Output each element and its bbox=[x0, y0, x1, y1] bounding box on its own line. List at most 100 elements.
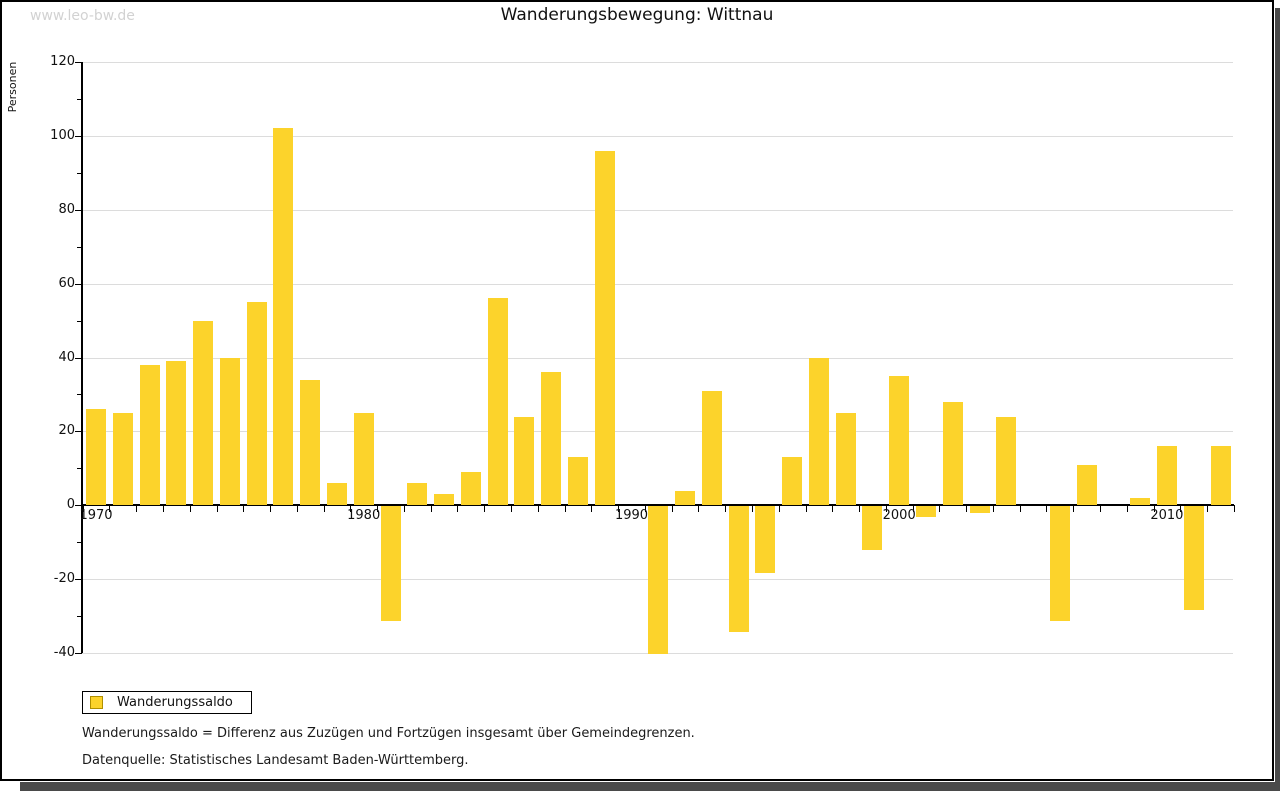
x-tick-26 bbox=[778, 505, 780, 513]
bar-2009 bbox=[1130, 497, 1151, 506]
bar-2010 bbox=[1156, 446, 1177, 506]
x-tick-7 bbox=[270, 505, 271, 513]
x-tick-42 bbox=[1207, 505, 1209, 513]
x-tick-label-1970: 1970 bbox=[79, 508, 113, 524]
drop-shadow-bottom bbox=[20, 782, 1280, 791]
y-major-tick-80 bbox=[75, 209, 82, 211]
y-minor-tick-90 bbox=[77, 172, 82, 174]
y-major-tick--20 bbox=[75, 579, 82, 581]
bar-1997 bbox=[808, 357, 829, 506]
bar-1986 bbox=[514, 416, 535, 506]
y-tick-label-100: 100 bbox=[50, 127, 75, 143]
y-minor-tick-110 bbox=[77, 98, 82, 100]
y-minor-tick--10 bbox=[77, 542, 82, 544]
y-tick-label-120: 120 bbox=[50, 53, 75, 69]
legend-swatch bbox=[90, 696, 103, 709]
y-major-tick-120 bbox=[75, 61, 82, 63]
x-tick-12 bbox=[403, 505, 405, 513]
x-tick-22 bbox=[671, 505, 673, 513]
bar-2011 bbox=[1183, 506, 1204, 610]
bar-1983 bbox=[434, 494, 454, 506]
legend-label: Wanderungssaldo bbox=[117, 695, 233, 710]
bar-1987 bbox=[541, 372, 562, 506]
bar-1980 bbox=[353, 412, 374, 506]
footnote-definition: Wanderungssaldo = Differenz aus Zuzügen … bbox=[82, 726, 695, 741]
x-tick-2 bbox=[136, 505, 138, 513]
x-tick-34 bbox=[992, 505, 994, 513]
x-tick-label-1990: 1990 bbox=[614, 508, 649, 524]
bar-2003 bbox=[969, 506, 990, 514]
gridline-100 bbox=[82, 135, 1233, 137]
bar-1991 bbox=[648, 506, 669, 654]
x-tick-10 bbox=[350, 505, 352, 513]
gridline-120 bbox=[82, 61, 1233, 63]
y-minor-tick-10 bbox=[77, 468, 82, 470]
legend-box: Wanderungssaldo bbox=[82, 691, 252, 714]
x-tick-33 bbox=[966, 505, 968, 513]
y-major-tick--40 bbox=[75, 653, 82, 655]
x-tick-11 bbox=[377, 505, 379, 513]
x-tick-36 bbox=[1046, 505, 1048, 513]
bar-2002 bbox=[942, 401, 963, 506]
bar-1975 bbox=[219, 357, 240, 506]
x-tick-0 bbox=[82, 505, 84, 513]
y-tick-label--20: -20 bbox=[53, 571, 75, 587]
bar-1988 bbox=[567, 457, 588, 506]
x-tick-38 bbox=[1100, 505, 1101, 513]
x-tick-35 bbox=[1019, 505, 1021, 513]
bar-1981 bbox=[380, 506, 401, 621]
bar-1985 bbox=[487, 298, 508, 506]
x-tick-29 bbox=[859, 505, 860, 513]
y-minor-tick-50 bbox=[77, 320, 82, 322]
y-minor-tick-70 bbox=[77, 246, 82, 248]
bar-1995 bbox=[755, 506, 776, 573]
bar-1989 bbox=[594, 150, 615, 506]
bar-2004 bbox=[996, 416, 1017, 506]
y-major-tick-60 bbox=[75, 283, 82, 285]
x-tick-20 bbox=[618, 505, 620, 513]
x-tick-17 bbox=[537, 505, 539, 513]
bar-2000 bbox=[889, 376, 910, 506]
x-tick-19 bbox=[591, 505, 593, 513]
y-tick-label--40: -40 bbox=[53, 645, 75, 661]
bar-1970 bbox=[86, 409, 106, 506]
x-tick-24 bbox=[725, 505, 727, 513]
x-tick-37 bbox=[1073, 505, 1075, 513]
x-tick-23 bbox=[698, 505, 700, 513]
bar-1973 bbox=[166, 361, 187, 506]
bar-1993 bbox=[701, 390, 722, 506]
bar-1982 bbox=[407, 483, 428, 506]
x-tick-41 bbox=[1180, 505, 1182, 513]
x-tick-3 bbox=[162, 505, 164, 513]
bar-1996 bbox=[782, 457, 803, 506]
chart-title: Wanderungsbewegung: Wittnau bbox=[500, 5, 774, 25]
bar-1979 bbox=[327, 483, 347, 506]
x-tick-6 bbox=[243, 505, 245, 513]
gridline-20 bbox=[82, 431, 1233, 433]
x-tick-13 bbox=[430, 505, 432, 513]
footnote-source: Datenquelle: Statistisches Landesamt Bad… bbox=[82, 753, 469, 768]
x-tick-15 bbox=[484, 505, 486, 513]
x-tick-27 bbox=[805, 505, 807, 513]
y-tick-label-0: 0 bbox=[66, 497, 75, 513]
x-axis-line bbox=[81, 504, 1234, 506]
x-tick-5 bbox=[216, 505, 218, 513]
y-major-tick-0 bbox=[75, 505, 82, 507]
y-major-tick-100 bbox=[75, 135, 82, 137]
x-tick-25 bbox=[751, 505, 753, 513]
x-tick-1 bbox=[109, 505, 111, 513]
y-tick-label-40: 40 bbox=[58, 349, 75, 365]
bar-1977 bbox=[273, 128, 294, 506]
bar-1992 bbox=[675, 490, 695, 506]
x-tick-18 bbox=[564, 505, 566, 513]
bar-1999 bbox=[862, 506, 883, 551]
bar-1974 bbox=[193, 320, 214, 506]
x-tick-4 bbox=[189, 505, 191, 513]
bar-1984 bbox=[460, 472, 481, 506]
drop-shadow-right bbox=[1275, 8, 1280, 791]
bar-1976 bbox=[246, 302, 267, 506]
bar-2001 bbox=[916, 506, 936, 518]
x-tick-14 bbox=[457, 505, 459, 513]
